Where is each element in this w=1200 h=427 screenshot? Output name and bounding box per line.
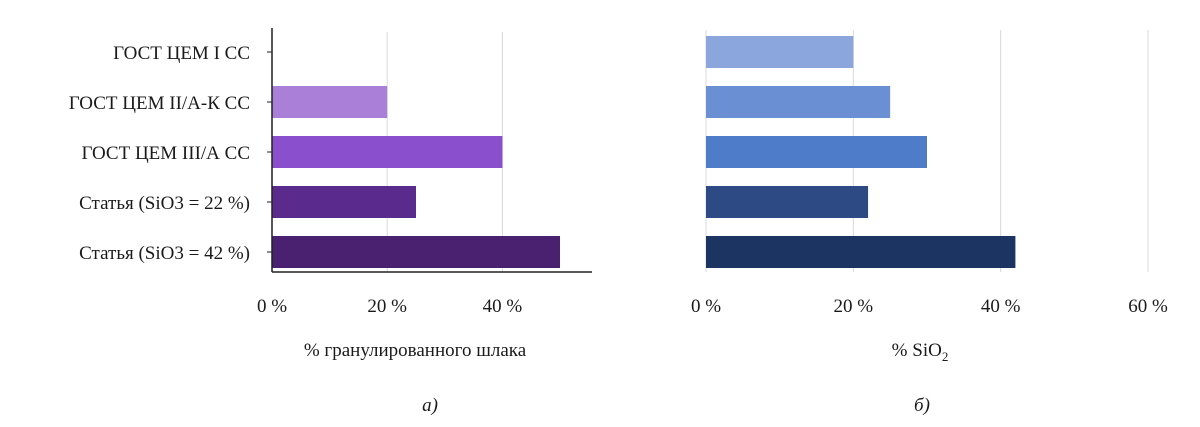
category-label: ГОСТ ЦЕМ III/А СС xyxy=(81,143,250,164)
chart-left: ГОСТ ЦЕМ I СС ГОСТ ЦЕМ II/А-К СС ГОСТ ЦЕМ … xyxy=(69,28,592,416)
right-bar xyxy=(706,236,1016,268)
right-bar xyxy=(706,86,891,118)
right-x-axis-title: % SiO2 xyxy=(892,340,949,364)
left-x-tick-label: 40 % xyxy=(483,296,523,317)
left-tick-labels: 0 % 20 % 40 % xyxy=(257,296,522,317)
left-bar xyxy=(272,186,416,218)
right-x-tick-label: 60 % xyxy=(1128,296,1168,317)
left-x-tick-label: 20 % xyxy=(367,296,407,317)
left-bars xyxy=(272,86,560,268)
right-x-axis-title-subscript: 2 xyxy=(942,349,949,364)
left-bar xyxy=(272,236,560,268)
right-x-axis-title-main: % SiO xyxy=(892,340,942,361)
right-tick-labels: 0 % 20 % 40 % 60 % xyxy=(691,296,1168,317)
right-x-tick-label: 40 % xyxy=(981,296,1021,317)
chart-right: 0 % 20 % 40 % 60 % % SiO2 б) xyxy=(691,30,1168,416)
right-bar xyxy=(706,186,869,218)
left-category-labels: ГОСТ ЦЕМ I СС ГОСТ ЦЕМ II/А-К СС ГОСТ ЦЕМ … xyxy=(69,43,272,264)
left-x-axis-title: % гранулированного шлака xyxy=(304,340,527,361)
right-bar xyxy=(706,36,854,68)
right-x-tick-label: 20 % xyxy=(834,296,874,317)
right-x-tick-label: 0 % xyxy=(691,296,721,317)
left-caption: а) xyxy=(422,395,438,416)
left-x-tick-label: 0 % xyxy=(257,296,287,317)
right-bars xyxy=(706,36,1016,268)
right-bar xyxy=(706,136,927,168)
right-caption: б) xyxy=(914,395,930,416)
category-label: Статья (SiO3 = 42 %) xyxy=(79,243,250,264)
left-bar xyxy=(272,86,388,118)
category-label: ГОСТ ЦЕМ I СС xyxy=(113,43,250,64)
category-label: ГОСТ ЦЕМ II/А-К СС xyxy=(69,93,250,114)
left-bar xyxy=(272,136,503,168)
category-label: Статья (SiO3 = 22 %) xyxy=(79,193,250,214)
right-gridlines xyxy=(705,30,1149,272)
